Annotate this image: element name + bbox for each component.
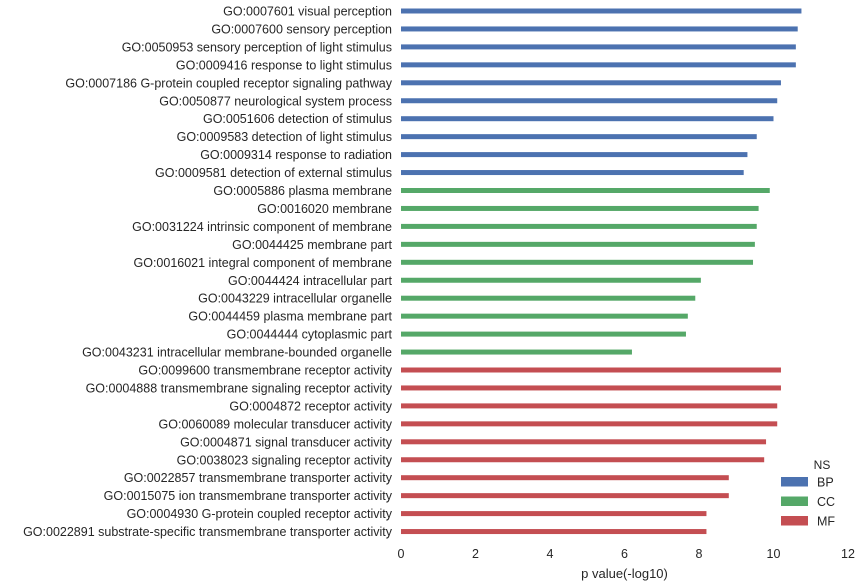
legend-swatch-bp (781, 477, 808, 487)
x-tick-label: 0 (398, 547, 405, 561)
legend-label-bp: BP (817, 476, 834, 490)
bar-cc (401, 205, 759, 211)
bar-mf (401, 529, 707, 535)
legend-label-cc: CC (817, 495, 835, 509)
bar-bp (401, 134, 757, 140)
bars-layer (401, 8, 802, 535)
bar-mf (401, 511, 707, 517)
category-label: GO:0004871 signal transducer activity (180, 435, 393, 449)
bar-cc (401, 241, 755, 247)
bar-bp (401, 44, 796, 50)
bar-bp (401, 116, 774, 122)
category-labels: GO:0007601 visual perception GO:0007600 s… (23, 5, 393, 540)
x-tick-label: 8 (696, 547, 703, 561)
bar-cc (401, 188, 770, 193)
bar-bp (401, 8, 802, 14)
legend-title: NS (814, 458, 831, 472)
bar-bp (401, 170, 744, 176)
category-label: GO:0050953 sensory perception of light s… (122, 40, 392, 54)
bar-cc (401, 277, 701, 283)
category-label: GO:0009583 detection of light stimulus (177, 130, 392, 144)
category-label: GO:0043231 intracellular membrane-bounde… (82, 346, 392, 360)
category-label: GO:0044459 plasma membrane part (188, 310, 392, 324)
category-label: GO:0044425 membrane part (232, 238, 392, 252)
bar-mf (401, 421, 778, 427)
category-label: GO:0044424 intracellular part (228, 274, 393, 288)
bar-cc (401, 331, 686, 337)
bar-cc (401, 313, 688, 319)
category-label: GO:0038023 signaling receptor activity (177, 453, 393, 467)
x-axis-title: p value(-log10) (581, 566, 668, 581)
legend-label-mf: MF (817, 515, 835, 529)
category-label: GO:0004888 transmembrane signaling recep… (86, 381, 393, 395)
category-label: GO:0009581 detection of external stimulu… (155, 166, 392, 180)
x-tick-label: 6 (621, 547, 628, 561)
bar-mf (401, 457, 765, 463)
category-label: GO:0016020 membrane (257, 202, 392, 216)
category-label: GO:0007600 sensory perception (211, 22, 392, 36)
category-label: GO:0031224 intrinsic component of membra… (132, 220, 392, 234)
bar-bp (401, 62, 796, 68)
category-label: GO:0060089 molecular transducer activity (159, 417, 393, 431)
bar-cc (401, 295, 696, 301)
category-label: GO:0022891 substrate-specific transmembr… (23, 525, 393, 539)
category-label: GO:0051606 detection of stimulus (203, 112, 392, 126)
bar-bp (401, 26, 798, 32)
x-tick-label: 4 (547, 547, 554, 561)
category-label: GO:0005886 plasma membrane (213, 184, 392, 198)
bar-bp (401, 152, 748, 158)
category-label: GO:0043229 intracellular organelle (198, 292, 392, 306)
legend: NS BP CC MF (781, 458, 835, 529)
bar-mf (401, 493, 729, 499)
category-label: GO:0007186 G-protein coupled receptor si… (65, 76, 392, 90)
category-label: GO:0022857 transmembrane transporter act… (124, 471, 393, 485)
bar-cc (401, 223, 757, 229)
bar-mf (401, 403, 778, 409)
category-label: GO:0044444 cytoplasmic part (227, 328, 393, 342)
bar-cc (401, 349, 632, 355)
bar-bp (401, 80, 781, 86)
category-label: GO:0099600 transmembrane receptor activi… (138, 364, 392, 378)
bar-mf (401, 367, 781, 373)
category-label: GO:0004930 G-protein coupled receptor ac… (127, 507, 393, 521)
x-axis-ticks: 0 2 4 6 8 10 12 (398, 547, 855, 561)
category-label: GO:0050877 neurological system process (159, 94, 392, 108)
x-tick-label: 10 (767, 547, 781, 561)
bar-bp (401, 98, 778, 104)
bar-cc (401, 259, 754, 265)
category-label: GO:0009416 response to light stimulus (176, 58, 392, 72)
x-tick-label: 12 (841, 547, 855, 561)
category-label: GO:0015075 ion transmembrane transporter… (104, 489, 393, 503)
category-label: GO:0004872 receptor activity (229, 399, 392, 413)
legend-swatch-mf (781, 516, 808, 526)
bar-mf (401, 385, 781, 391)
bar-mf (401, 439, 767, 445)
bar-mf (401, 475, 729, 481)
category-label: GO:0016021 integral component of membran… (134, 256, 393, 270)
category-label: GO:0009314 response to radiation (200, 148, 392, 162)
category-label: GO:0007601 visual perception (223, 5, 392, 19)
legend-swatch-cc (781, 496, 808, 506)
x-tick-label: 2 (472, 547, 479, 561)
